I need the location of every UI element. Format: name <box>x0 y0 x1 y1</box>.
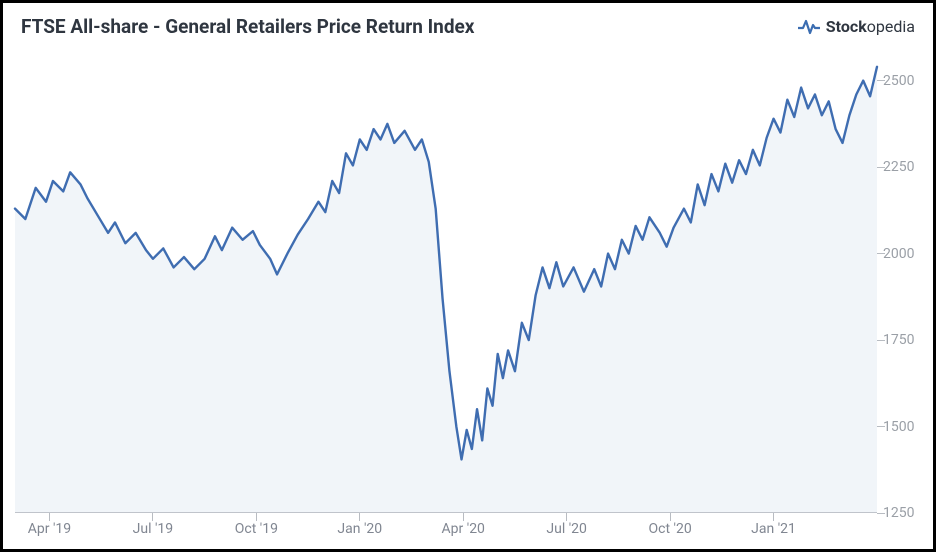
chart-container: FTSE All-share - General Retailers Price… <box>0 0 936 552</box>
y-tick-label: 2250 <box>883 159 927 175</box>
y-tick-label: 2000 <box>883 246 927 262</box>
x-tick-label: Oct '19 <box>235 521 278 537</box>
series-area <box>15 67 877 513</box>
x-tick-label: Jan '21 <box>751 521 796 537</box>
x-tick-mark <box>773 513 774 521</box>
x-tick-mark <box>463 513 464 521</box>
x-tick-mark <box>256 513 257 521</box>
y-tick-label: 1750 <box>883 332 927 348</box>
x-tick-mark <box>670 513 671 521</box>
x-tick-label: Jul '20 <box>546 521 587 537</box>
plot-area: 125015001750200022502500Apr '19Jul '19Oc… <box>15 53 877 513</box>
x-axis-baseline <box>15 512 877 513</box>
x-tick-label: Jan '20 <box>337 521 382 537</box>
x-tick-mark <box>566 513 567 521</box>
x-tick-mark <box>152 513 153 521</box>
chart-title: FTSE All-share - General Retailers Price… <box>21 15 474 38</box>
x-tick-label: Apr '20 <box>442 521 485 537</box>
y-tick-label: 2500 <box>883 73 927 89</box>
x-tick-mark <box>49 513 50 521</box>
brand-pulse-icon <box>798 19 820 35</box>
y-tick-label: 1500 <box>883 419 927 435</box>
x-tick-label: Apr '19 <box>28 521 71 537</box>
chart-header: FTSE All-share - General Retailers Price… <box>21 15 915 38</box>
brand-logo: Stockopedia <box>798 17 915 36</box>
chart-svg <box>15 53 877 513</box>
x-tick-mark <box>359 513 360 521</box>
x-tick-label: Jul '19 <box>133 521 174 537</box>
x-tick-label: Oct '20 <box>649 521 692 537</box>
y-tick-label: 1250 <box>883 505 927 521</box>
brand-name: Stockopedia <box>826 17 915 36</box>
